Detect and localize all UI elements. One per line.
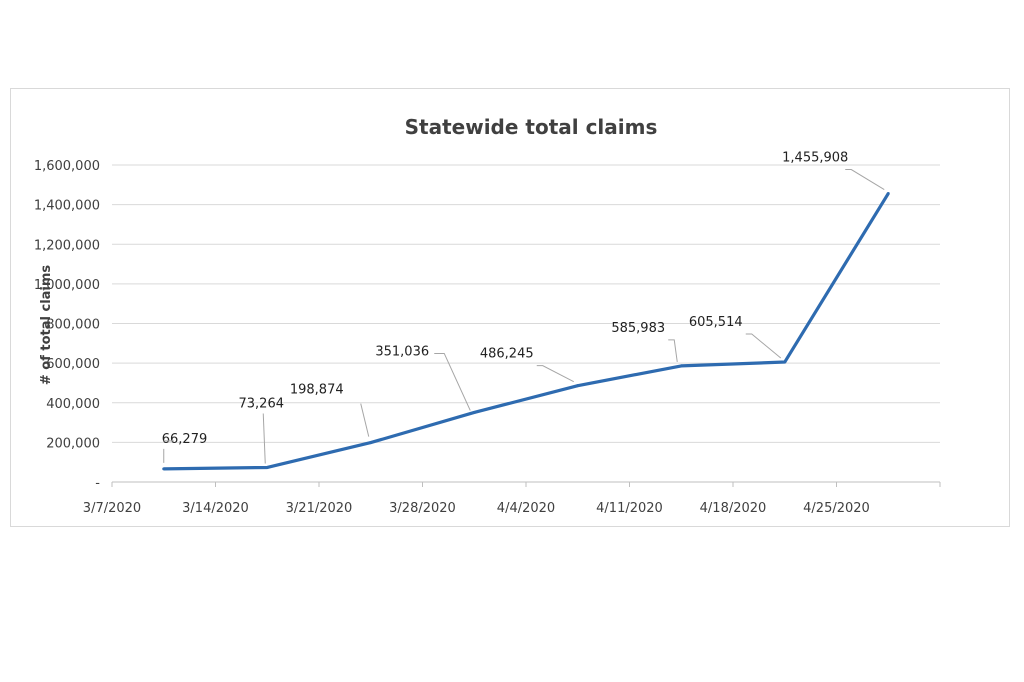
data-point xyxy=(783,360,787,364)
label-leader-line xyxy=(163,440,174,463)
x-tick-label: 4/4/2020 xyxy=(497,501,555,516)
y-tick-label: 1,000,000 xyxy=(34,278,100,293)
x-tick-label: 4/18/2020 xyxy=(700,501,767,516)
data-point xyxy=(369,441,373,445)
y-tick-label: 400,000 xyxy=(46,397,100,412)
y-tick-label: 800,000 xyxy=(46,318,100,333)
label-leader-line xyxy=(434,352,471,411)
data-label: 605,514 xyxy=(689,315,743,330)
x-tick-label: 3/14/2020 xyxy=(182,501,249,516)
x-tick-label: 4/11/2020 xyxy=(596,501,663,516)
y-axis-ticks: - 200,000 400,000 600,000 800,000 1,000,000 1,… xyxy=(34,159,100,491)
gridlines xyxy=(112,164,940,483)
y-tick-label: 200,000 xyxy=(46,436,100,451)
data-point xyxy=(576,384,580,388)
chart-title: Statewide total claims xyxy=(405,115,658,139)
label-leader-line xyxy=(668,339,678,362)
label-leader-line xyxy=(845,169,885,190)
x-axis-ticks: 3/7/2020 3/14/2020 3/21/2020 3/28/2020 4/4/2… xyxy=(83,482,941,516)
y-tick-label: 1,200,000 xyxy=(34,238,100,253)
data-point xyxy=(886,192,890,196)
y-tick-label: - xyxy=(95,476,100,491)
data-label: 73,264 xyxy=(239,396,285,411)
series-claims xyxy=(162,192,890,471)
data-point xyxy=(265,465,269,469)
x-tick-label: 4/25/2020 xyxy=(803,501,870,516)
data-point xyxy=(162,467,166,471)
chart-area xyxy=(10,88,1010,527)
x-tick-label: 3/7/2020 xyxy=(83,501,141,516)
x-tick-label: 3/21/2020 xyxy=(286,501,353,516)
data-labels: 66,279 73,264 198,874 351,036 486,245 585,983… xyxy=(162,151,885,464)
y-tick-label: 1,600,000 xyxy=(34,159,100,174)
label-leader-line xyxy=(536,365,574,383)
claims-line xyxy=(163,192,890,471)
data-label: 351,036 xyxy=(375,344,429,359)
data-point xyxy=(472,410,476,414)
data-label: 486,245 xyxy=(480,347,534,362)
y-axis-title: # of total claims xyxy=(39,265,54,386)
data-label: 198,874 xyxy=(290,383,344,398)
data-label: 1,455,908 xyxy=(782,151,848,166)
data-label: 66,279 xyxy=(162,432,208,447)
x-tick-label: 3/28/2020 xyxy=(389,501,456,516)
y-tick-label: 1,400,000 xyxy=(34,199,100,214)
data-label: 585,983 xyxy=(611,321,665,336)
label-leader-line xyxy=(745,333,782,359)
label-leader-line xyxy=(360,403,370,437)
label-leader-line xyxy=(262,413,266,464)
data-point xyxy=(679,364,683,368)
y-tick-label: 600,000 xyxy=(46,357,100,372)
